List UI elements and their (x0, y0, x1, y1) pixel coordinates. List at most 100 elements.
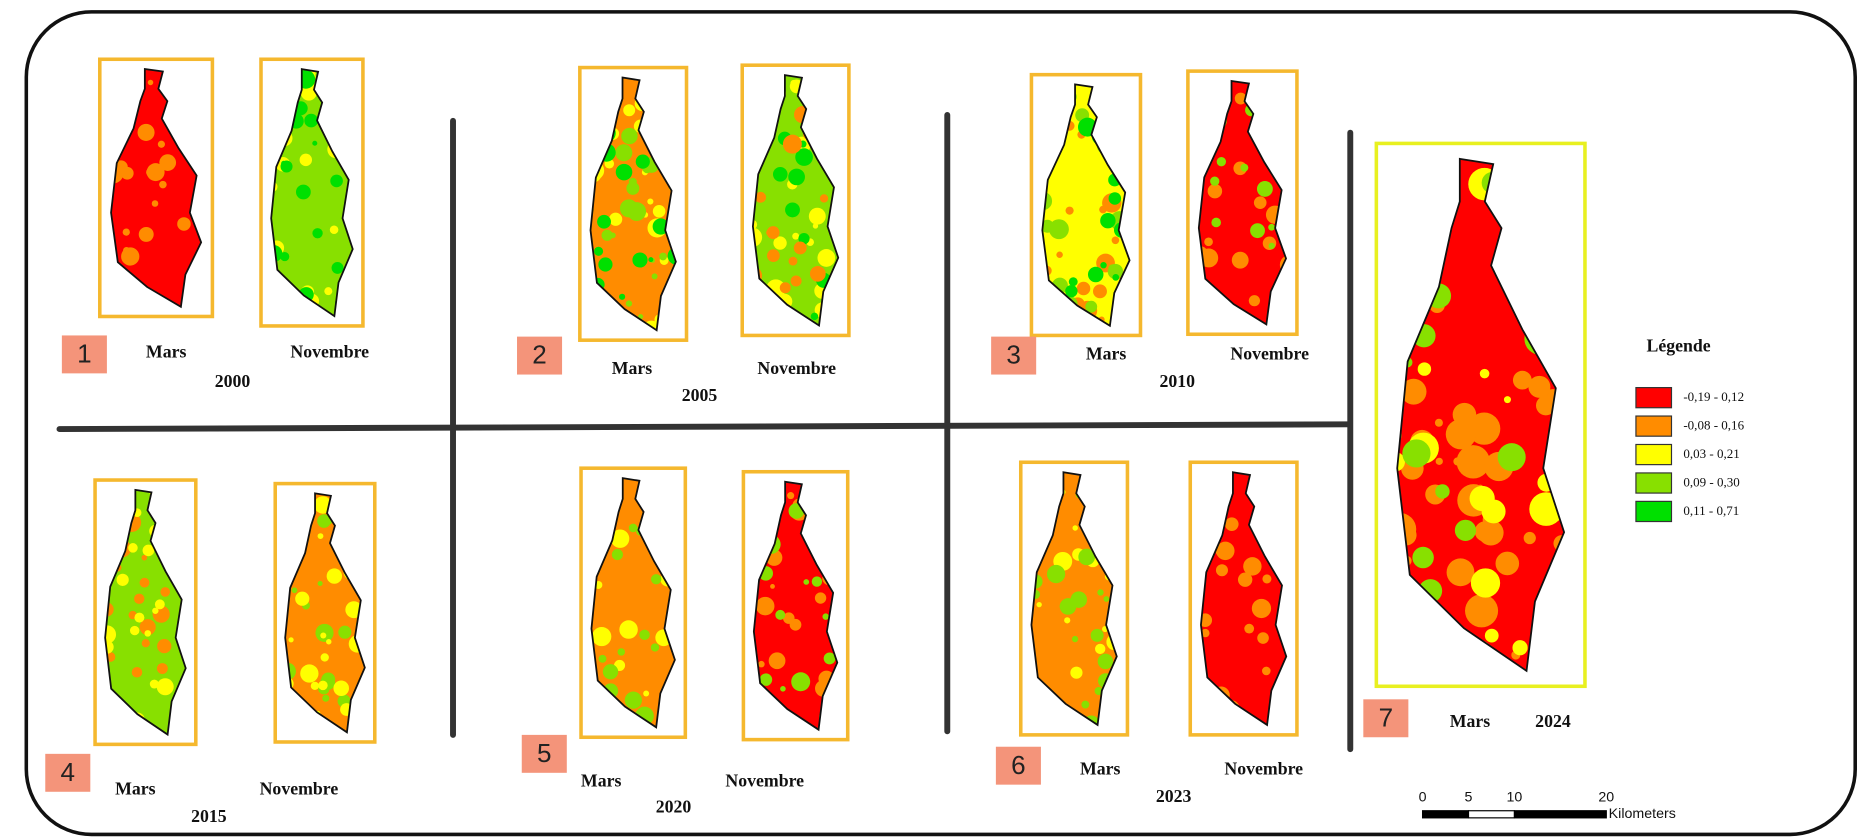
region-patch (623, 104, 635, 116)
legend-swatch (1636, 473, 1672, 493)
panel-number: 5 (537, 738, 552, 768)
region-patch (121, 247, 139, 265)
region-patch (626, 182, 639, 195)
region-patch (300, 664, 318, 682)
region-patch (324, 287, 332, 295)
region-patch (1485, 629, 1499, 643)
region-patch (332, 262, 344, 274)
region-patch (767, 249, 780, 262)
region-patch (1208, 184, 1223, 199)
region-patch (758, 661, 764, 667)
region-patch (1418, 362, 1431, 375)
region-patch (615, 144, 632, 161)
region-patch (651, 574, 661, 584)
year-label: 2010 (1159, 371, 1195, 391)
scale-segment (1469, 811, 1515, 818)
region-patch (318, 581, 323, 586)
region-patch (123, 228, 130, 235)
region-patch (1036, 602, 1041, 607)
scale-unit: Kilometers (1609, 806, 1676, 822)
legend-label: -0,19 - 0,12 (1683, 389, 1744, 404)
region-patch (792, 138, 797, 143)
region-patch (1108, 264, 1116, 272)
panel-number: 1 (77, 338, 92, 368)
region-patch (783, 135, 802, 154)
region-patch (756, 597, 775, 616)
region-patch (766, 229, 773, 236)
region-patch (152, 608, 158, 614)
region-patch (1098, 654, 1113, 669)
region-patch (152, 200, 159, 207)
region-patch (603, 664, 618, 679)
legend-title: Légende (1647, 335, 1711, 355)
region-patch (659, 253, 667, 261)
region-patch (1447, 558, 1475, 586)
region-patch (773, 167, 788, 182)
region-patch (619, 620, 637, 638)
legend-label: 0,03 - 0,21 (1683, 446, 1739, 461)
region-patch (1097, 589, 1103, 595)
scale-tick-label: 10 (1507, 789, 1523, 805)
region-patch (1504, 396, 1511, 403)
region-patch (1060, 598, 1077, 615)
region-patch (292, 587, 298, 593)
region-patch (1244, 624, 1254, 634)
region-patch (809, 208, 826, 225)
region-patch (134, 594, 144, 604)
region-patch (320, 633, 326, 639)
region-patch (1269, 243, 1275, 249)
panel-number: 2 (532, 340, 547, 370)
region-patch (769, 652, 786, 669)
region-patch (1446, 419, 1476, 449)
region-patch (618, 648, 625, 655)
month-label: Novembre (290, 341, 369, 361)
region-patch (592, 627, 611, 646)
region-patch (775, 610, 785, 620)
scale-segment (1423, 811, 1469, 818)
region-patch (598, 257, 612, 271)
region-patch (1262, 667, 1271, 676)
region-patch (1436, 458, 1443, 465)
region-patch (643, 691, 649, 697)
region-patch (602, 230, 613, 241)
region-patch (1070, 667, 1082, 679)
region-patch (288, 637, 293, 642)
region-patch (1268, 224, 1275, 231)
region-patch (338, 626, 351, 639)
region-patch (1232, 252, 1249, 269)
region-patch (117, 574, 129, 586)
panel-number: 7 (1379, 702, 1394, 732)
region-patch (157, 678, 174, 695)
region-patch (321, 653, 329, 661)
region-patch (327, 568, 342, 583)
region-patch (1240, 164, 1248, 172)
region-patch (1254, 196, 1267, 209)
region-patch (130, 626, 139, 635)
region-patch (1064, 617, 1070, 623)
region-patch (1402, 439, 1430, 467)
region-patch (157, 663, 168, 674)
year-label: 2024 (1535, 711, 1571, 731)
region-patch (1072, 636, 1078, 642)
month-label: Novembre (1224, 759, 1303, 779)
region-patch (1524, 532, 1536, 544)
region-patch (1069, 277, 1078, 286)
region-patch (1112, 274, 1119, 281)
region-patch (1091, 629, 1104, 642)
region-patch (1081, 701, 1089, 709)
region-patch (794, 242, 807, 255)
region-patch (1453, 457, 1461, 465)
region-patch (1077, 282, 1090, 295)
region-patch (1498, 443, 1526, 471)
region-patch (128, 543, 138, 553)
region-patch (1435, 484, 1449, 498)
region-patch (811, 313, 818, 320)
month-label: Novembre (725, 770, 804, 790)
region-patch (639, 630, 649, 640)
region-patch (653, 205, 666, 218)
month-label: Mars (1450, 711, 1491, 731)
region-patch (157, 639, 171, 653)
region-patch (312, 141, 317, 146)
region-patch (311, 682, 319, 690)
region-patch (318, 533, 324, 539)
